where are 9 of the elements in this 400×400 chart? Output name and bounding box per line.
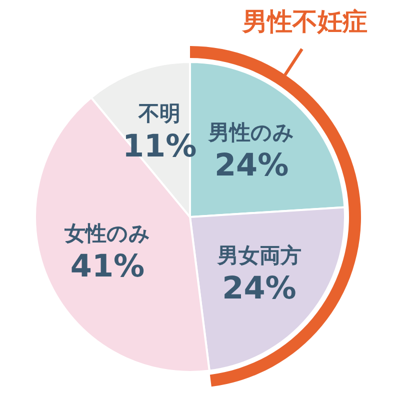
data-label: 24%: [214, 147, 289, 184]
slice-label: 男女両方: [216, 243, 302, 268]
data-label: 11%: [122, 128, 197, 164]
slice-label: 不明: [138, 101, 181, 126]
slice-label: 男性のみ: [208, 120, 295, 144]
slice-label: 女性のみ: [63, 222, 150, 246]
text: 男性不妊症: [242, 7, 368, 36]
data-label: 24%: [222, 270, 296, 306]
data-label: 41%: [70, 248, 145, 285]
